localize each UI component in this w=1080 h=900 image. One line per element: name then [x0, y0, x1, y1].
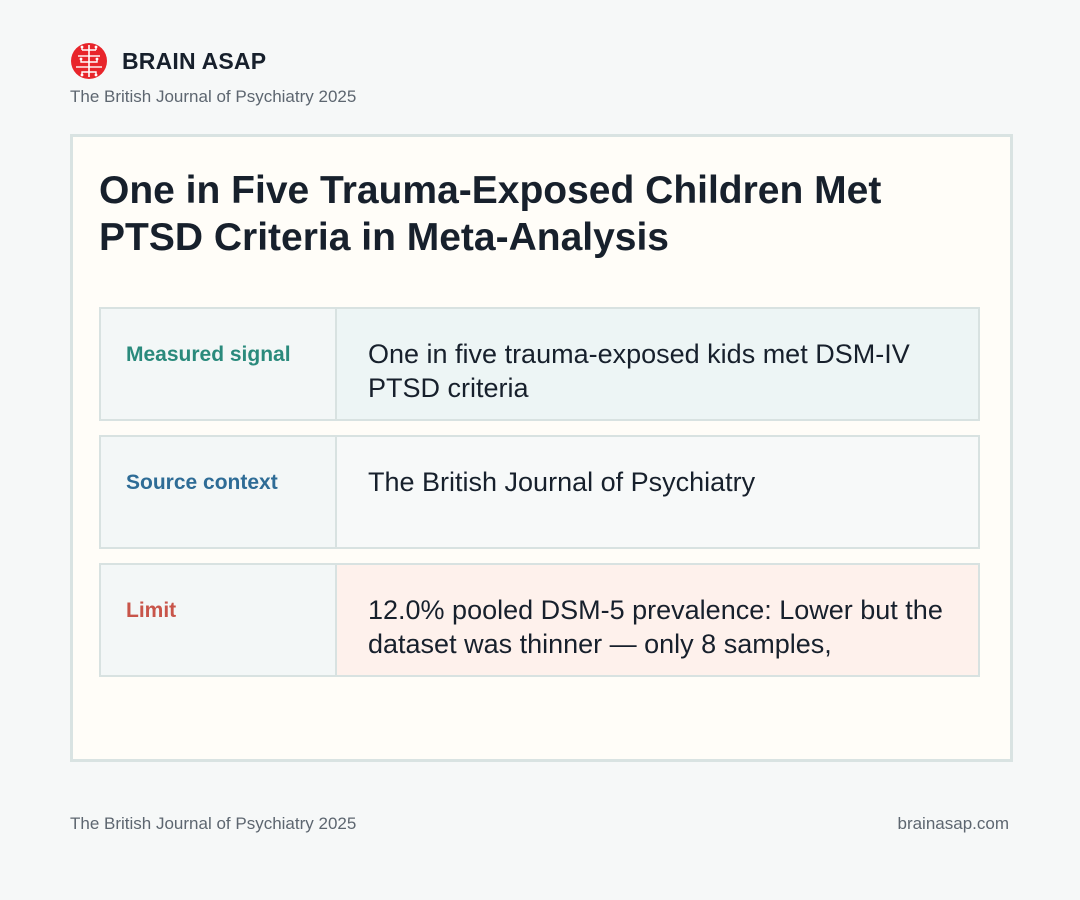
signal-row: Measured signal One in five trauma-expos… [99, 307, 980, 421]
footer-site-link[interactable]: brainasap.com [897, 814, 1009, 833]
headline: One in Five Trauma-Exposed Children Met … [99, 169, 882, 259]
row-value: The British Journal of Psychiatry [337, 437, 978, 547]
source-row: Source context The British Journal of Ps… [99, 435, 980, 549]
row-label: Source context [101, 437, 337, 547]
row-label: Measured signal [101, 309, 337, 419]
footer-source: The British Journal of Psychiatry 2025 [70, 814, 357, 833]
row-label: Limit [101, 565, 337, 675]
brand-name: BRAIN ASAP [122, 47, 267, 74]
summary-card: One in Five Trauma-Exposed Children Met … [70, 134, 1013, 762]
brand-subtitle: The British Journal of Psychiatry 2025 [70, 87, 357, 106]
brand-header: BRAIN ASAP [70, 42, 266, 80]
row-value: 12.0% pooled DSM-5 prevalence: Lower but… [337, 565, 978, 675]
brain-icon [71, 43, 107, 79]
row-value: One in five trauma-exposed kids met DSM-… [337, 309, 978, 419]
limit-row: Limit 12.0% pooled DSM-5 prevalence: Low… [99, 563, 980, 677]
